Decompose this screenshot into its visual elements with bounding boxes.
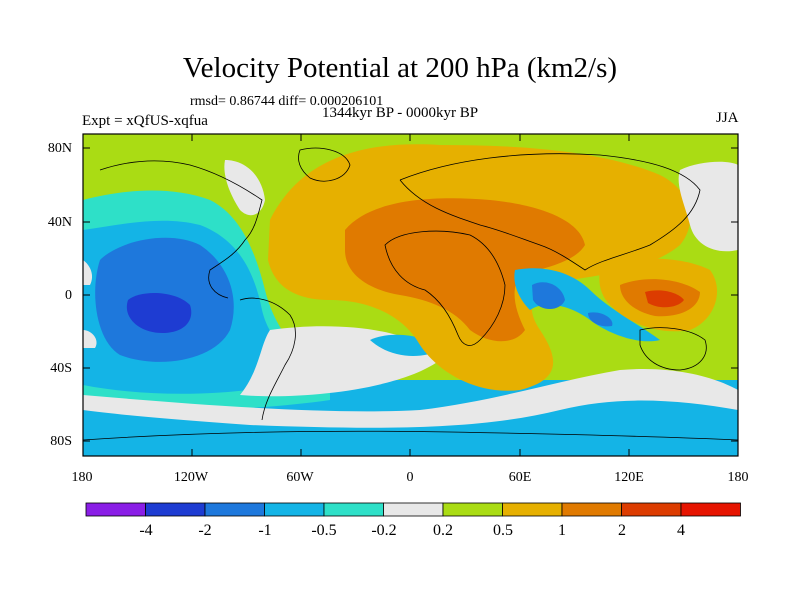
colorbar-swatch — [502, 502, 563, 517]
colorbar-swatch — [621, 502, 682, 517]
map-title: Velocity Potential at 200 hPa (km2/s) — [182, 52, 618, 84]
colorbar-swatch — [264, 502, 325, 517]
colorbar-label: 4 — [677, 522, 685, 539]
lat-tick-80n: 80N — [47, 141, 72, 156]
colorbar-swatch — [442, 502, 503, 517]
season-label: JJA — [716, 110, 739, 126]
colorbar-label: -0.5 — [311, 522, 337, 539]
period-label: 1344kyr BP - 0000kyr BP — [322, 105, 479, 121]
lon-tick-120e: 120E — [614, 470, 644, 485]
colorbar-swatch — [145, 502, 206, 517]
colorbar-label: 0.5 — [493, 522, 513, 539]
lon-tick-0: 0 — [406, 470, 414, 485]
experiment-label: Expt = xQfUS-xqfua — [82, 113, 208, 129]
lat-tick-40n: 40N — [47, 215, 72, 230]
lat-tick-0: 0 — [65, 288, 72, 303]
velocity-potential-field — [83, 134, 738, 456]
colorbar-label: 2 — [618, 522, 626, 539]
colorbar-label: -1 — [258, 522, 272, 539]
colorbar-label: -4 — [139, 522, 153, 539]
colorbar-label: 0.2 — [433, 522, 453, 539]
colorbar-swatch — [680, 502, 741, 517]
lat-tick-40s: 40S — [50, 361, 72, 376]
colorbar-swatch — [204, 502, 265, 517]
stats-label: rmsd= 0.86744 diff= 0.000206101 — [190, 94, 384, 109]
lon-tick-60e: 60E — [508, 470, 532, 485]
colorbar — [85, 502, 741, 517]
lon-tick-60w: 60W — [286, 470, 314, 485]
colorbar-label: -2 — [198, 522, 212, 539]
colorbar-swatch — [383, 502, 444, 517]
lon-tick-120w: 120W — [173, 470, 209, 485]
colorbar-swatch — [323, 502, 384, 517]
colorbar-swatch — [561, 502, 622, 517]
lon-tick-180w: 180 — [71, 470, 93, 485]
lon-tick-180e: 180 — [727, 470, 749, 485]
axis-ticks — [83, 134, 738, 456]
coastlines — [83, 147, 738, 441]
colorbar-label: -0.2 — [371, 522, 397, 539]
lat-tick-80s: 80S — [50, 434, 72, 449]
colorbar-swatch — [85, 502, 146, 517]
colorbar-label: 1 — [558, 522, 566, 539]
